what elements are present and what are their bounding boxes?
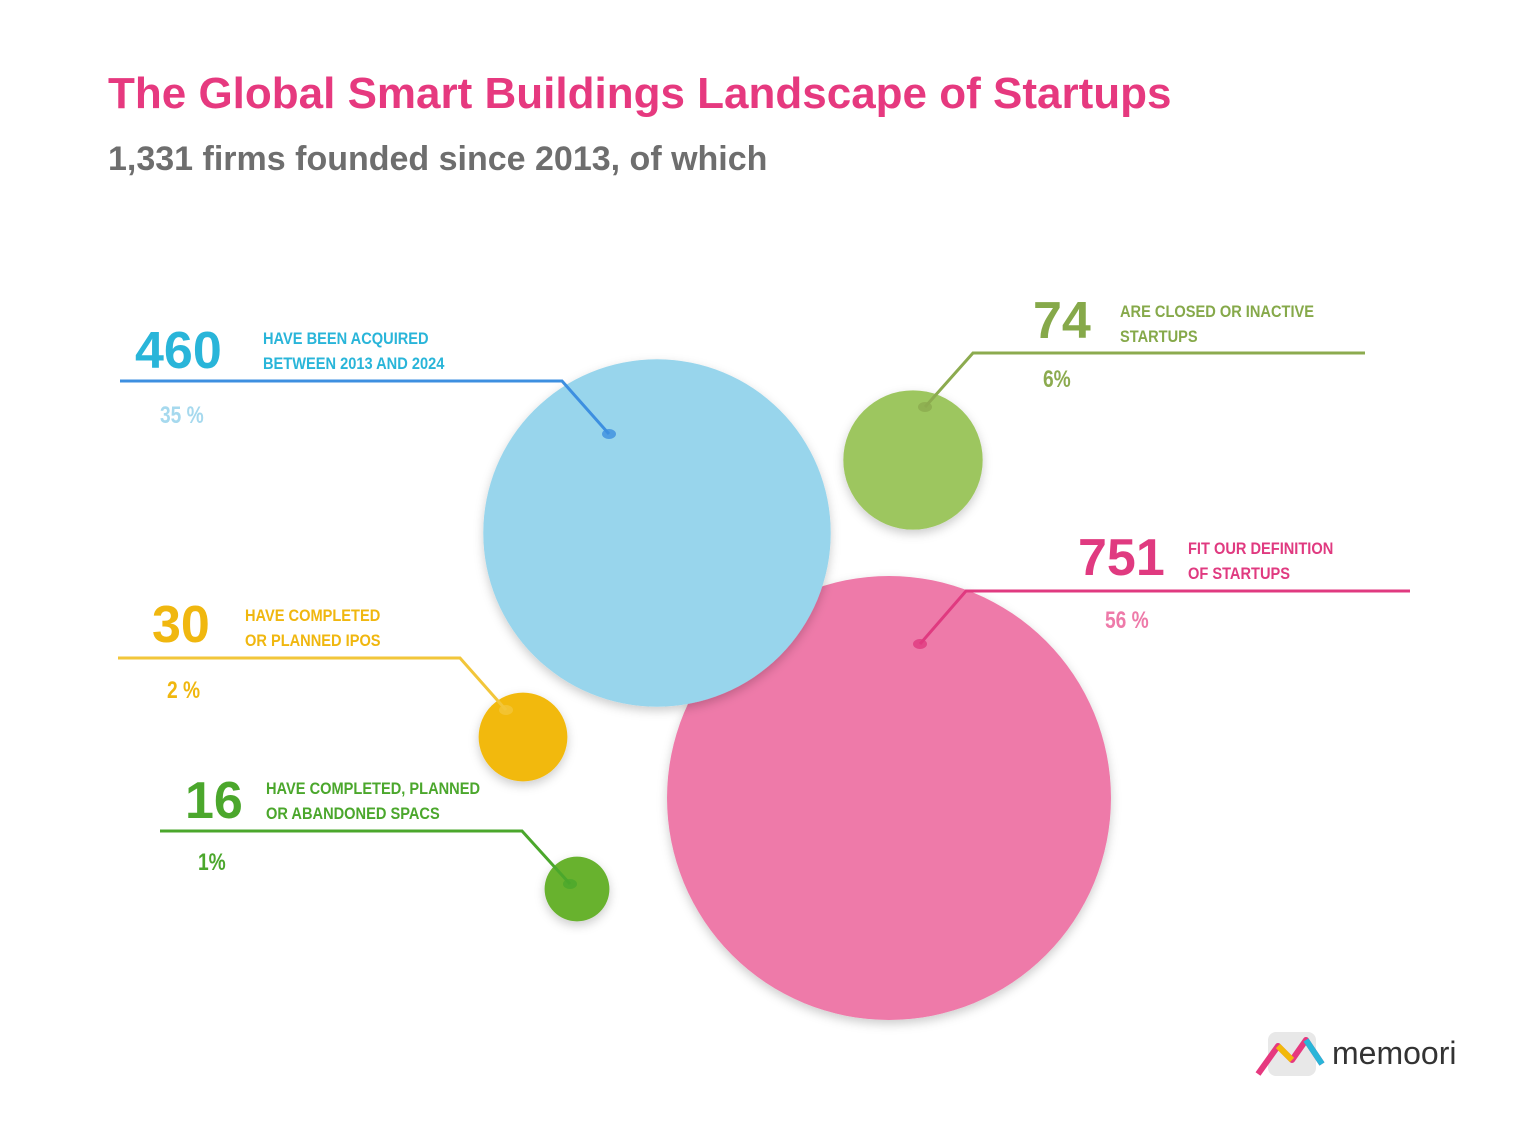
leader-dot: [602, 429, 616, 439]
leader-dot: [499, 705, 513, 715]
leader-line: [918, 589, 1410, 645]
bubble: [843, 390, 983, 530]
description: HAVE COMPLETED, PLANNED: [266, 780, 480, 798]
leader-dot: [913, 639, 927, 649]
brand: memoori: [1332, 1035, 1456, 1071]
logo-mark: [1275, 1043, 1295, 1063]
chart-title: The Global Smart Buildings Landscape of …: [108, 69, 1171, 118]
bubble: [667, 576, 1111, 1020]
value-label: 751: [1078, 529, 1165, 587]
description: OR PLANNED IPOS: [245, 632, 381, 650]
leader-line: [118, 656, 508, 711]
chart-subtitle: 1,331 firms founded since 2013, of which: [108, 140, 767, 178]
leader-line: [120, 379, 611, 435]
value-label: 16: [185, 772, 243, 830]
description: BETWEEN 2013 AND 2024: [263, 355, 445, 373]
leader-dot: [563, 879, 577, 889]
percent-label: 2 %: [167, 676, 200, 704]
bubble: [478, 692, 568, 782]
percent-label: 6%: [1043, 365, 1071, 393]
percent-label: 35 %: [160, 401, 204, 429]
value-label: 460: [135, 322, 222, 380]
description: STARTUPS: [1120, 328, 1198, 346]
leader-line: [923, 351, 1365, 408]
description: HAVE COMPLETED: [245, 607, 380, 625]
percent-label: 56 %: [1105, 606, 1149, 634]
bubble: [483, 359, 831, 707]
value-label: 30: [152, 596, 210, 654]
leader-line: [160, 829, 572, 886]
description: ARE CLOSED OR INACTIVE: [1120, 303, 1314, 321]
description: OF STARTUPS: [1188, 565, 1290, 583]
logo: memoori: [1255, 1032, 1456, 1076]
description: OR ABANDONED SPACS: [266, 805, 440, 823]
leader-dot: [918, 402, 932, 412]
description: HAVE BEEN ACQUIRED: [263, 330, 429, 348]
logo-mark: [1303, 1038, 1325, 1066]
value-label: 74: [1033, 292, 1091, 350]
description: FIT OUR DEFINITION: [1188, 540, 1333, 558]
percent-label: 1%: [198, 848, 226, 876]
